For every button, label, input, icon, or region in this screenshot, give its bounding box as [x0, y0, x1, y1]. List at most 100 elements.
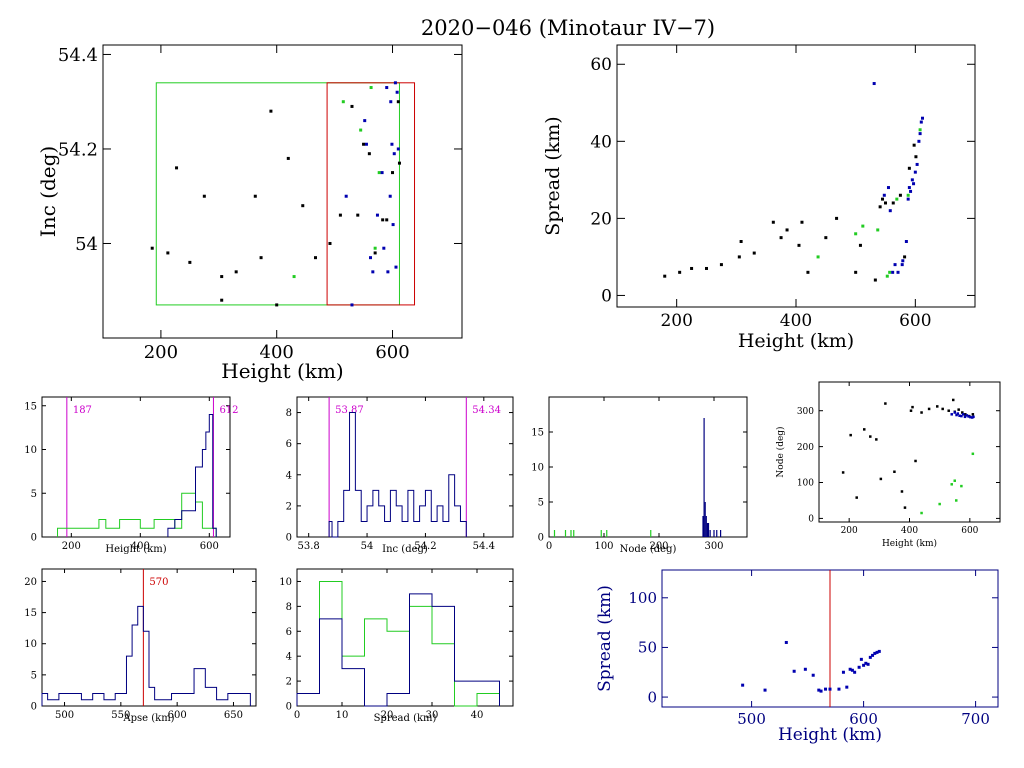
panel-spread-hist: 0 10 20 30 40 0 2 4 6 8 10 Spread (km): [279, 568, 514, 724]
data-point: [871, 653, 875, 657]
x-tick-label: 500: [737, 710, 766, 728]
plot-frame: [296, 396, 514, 538]
x-tick-label: 400: [901, 526, 918, 536]
data-point: [900, 490, 904, 493]
data-point: [369, 256, 373, 260]
data-point: [896, 270, 900, 274]
y-tick-label: 8: [286, 602, 292, 613]
y-tick-label: 2: [286, 501, 292, 512]
y-tick-label: 200: [797, 443, 814, 453]
marker-label: 570: [149, 577, 168, 588]
x-tick-label: 550: [111, 710, 130, 721]
data-point: [960, 484, 963, 488]
data-point: [917, 139, 921, 143]
data-point: [705, 266, 708, 270]
y-tick-label: 0: [538, 533, 544, 544]
x-tick-label: 200: [144, 342, 178, 363]
data-point: [900, 263, 904, 267]
x-axis-label: Height (km): [221, 359, 343, 383]
data-point: [927, 407, 931, 411]
selection-box-red: [326, 82, 416, 306]
marker-label: 53.87: [335, 405, 364, 416]
panel-spread-vs-height: 200 400 600 0 20 40 60 Height (km) Spread (km): [542, 44, 976, 352]
marker-label: 187: [73, 405, 92, 416]
data-point: [375, 213, 379, 217]
x-tick-label: 54.2: [414, 541, 436, 552]
x-axis-label: Height (km): [778, 725, 882, 745]
y-tick-label: 0: [31, 533, 37, 544]
data-point: [873, 651, 877, 655]
x-axis-label: Height (km): [882, 538, 937, 549]
data-point: [884, 402, 887, 405]
data-point: [853, 670, 857, 674]
data-point: [915, 162, 919, 166]
panel-inc-vs-height: 200 400 600 54 54.2 54.4 Height (km) Inc (deg): [36, 44, 463, 383]
data-point: [914, 459, 917, 463]
data-point: [893, 470, 896, 473]
x-axis-label: Height (km): [738, 330, 854, 352]
data-point: [381, 218, 385, 222]
y-tick-label: 0: [601, 286, 612, 306]
y-tick-label: 0: [647, 688, 657, 706]
x-tick-label: 40: [471, 710, 484, 721]
x-axis-label: Height (km): [105, 544, 166, 555]
data-point: [893, 263, 897, 267]
data-point: [885, 274, 889, 278]
data-point: [784, 640, 788, 644]
data-point: [816, 255, 820, 259]
data-point: [953, 479, 956, 482]
data-point: [819, 689, 823, 693]
data-point: [876, 228, 880, 232]
x-tick-label: 600: [200, 541, 219, 552]
figure-title: 2020−046 (Minotaur IV−7): [420, 16, 716, 40]
x-tick-label: 10: [336, 710, 349, 721]
data-point: [951, 398, 955, 402]
data-point: [953, 411, 956, 414]
x-tick-label: 200: [841, 526, 858, 536]
data-point: [958, 414, 961, 417]
data-point: [861, 224, 865, 228]
histogram-navy: [41, 605, 251, 706]
data-point: [854, 232, 858, 236]
data-point: [286, 156, 290, 160]
data-point: [800, 220, 804, 224]
data-point: [314, 256, 318, 260]
panel-height-hist: 200 400 600 0 5 10 15 Height (km) 187 612: [24, 396, 239, 555]
y-tick-label: 54.4: [58, 45, 98, 66]
y-axis-label: Spread (km): [595, 585, 615, 692]
y-tick-label: 40: [590, 132, 612, 152]
data-point: [779, 236, 783, 240]
data-point: [275, 303, 279, 307]
data-point: [817, 688, 821, 692]
data-point: [397, 161, 401, 165]
data-point: [878, 205, 882, 209]
data-point: [941, 407, 944, 411]
data-point: [220, 275, 224, 279]
data-point: [328, 241, 332, 245]
data-point: [719, 263, 723, 267]
x-tick-label: 200: [660, 311, 692, 331]
y-tick-label: 0: [808, 515, 814, 525]
data-point: [868, 655, 872, 659]
data-point: [392, 152, 396, 156]
y-tick-label: 0: [286, 533, 292, 544]
x-tick-label: 200: [649, 541, 668, 552]
y-tick-label: 50: [638, 639, 657, 657]
x-axis-label: Apse (km): [122, 713, 174, 724]
data-point: [911, 405, 914, 409]
y-tick-label: 0: [31, 702, 37, 713]
histogram-navy: [328, 412, 467, 538]
data-point: [938, 502, 941, 506]
data-point: [841, 471, 845, 474]
x-tick-label: 53.8: [298, 541, 320, 552]
y-tick-label: 5: [31, 670, 37, 681]
data-point: [955, 499, 958, 502]
data-point: [849, 433, 852, 437]
data-point: [918, 128, 922, 132]
selection-box-green: [155, 82, 400, 306]
data-point: [950, 483, 953, 486]
data-point: [752, 251, 756, 255]
data-point: [971, 413, 975, 416]
data-point: [972, 415, 975, 419]
data-point: [292, 275, 296, 279]
